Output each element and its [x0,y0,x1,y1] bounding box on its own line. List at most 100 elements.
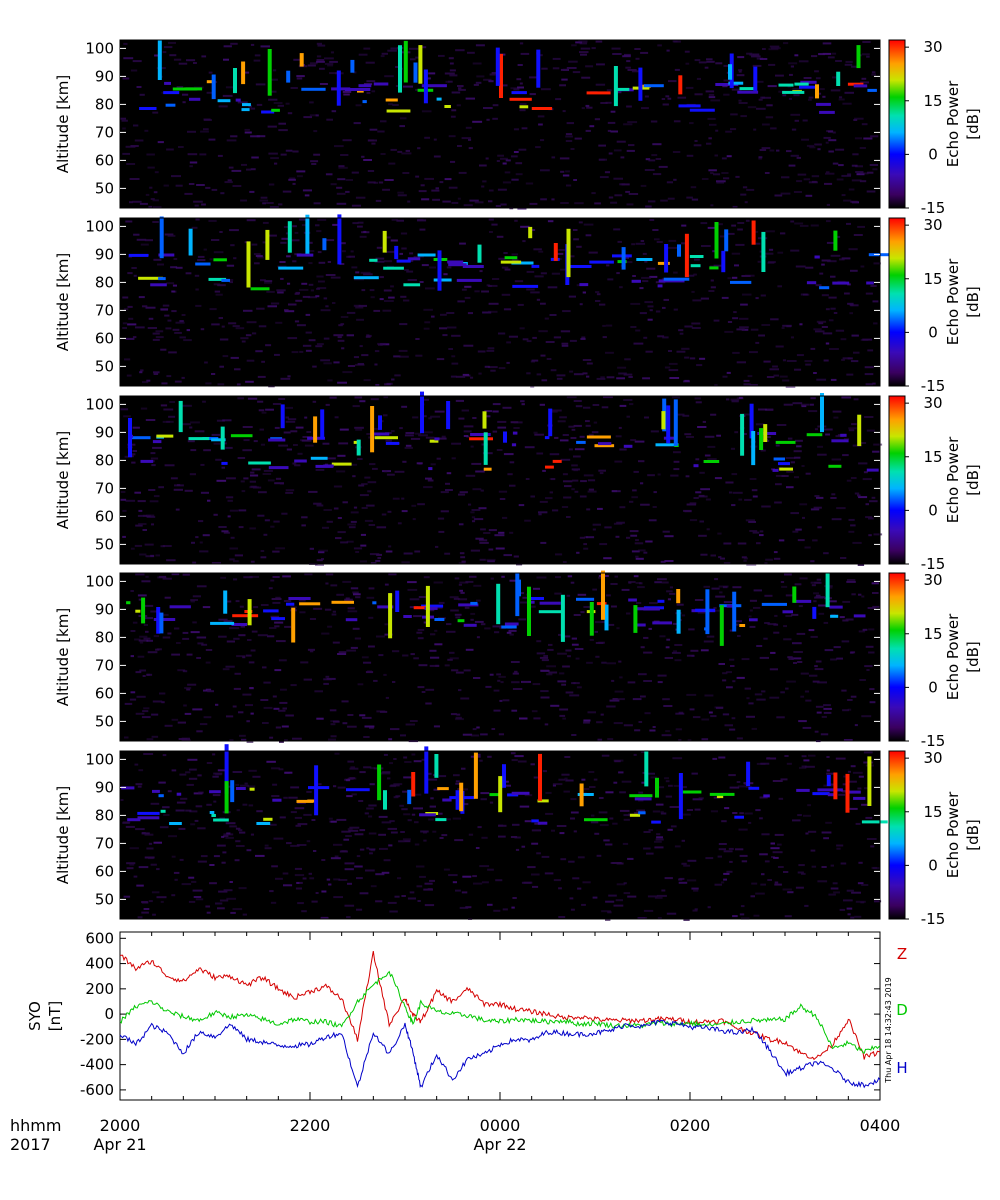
noise-cell [484,410,492,413]
noise-cell [850,304,859,307]
noise-cell [732,680,736,683]
noise-cell [627,121,638,124]
noise-cell [624,53,631,56]
noise-cell [821,326,828,328]
noise-cell [330,51,334,54]
noise-cell [417,219,427,222]
echo-cell [576,440,586,444]
noise-cell [644,95,649,98]
noise-cell [150,610,158,613]
noise-cell [203,118,211,121]
echo-cell [867,88,877,92]
noise-cell [842,619,849,622]
noise-cell [576,551,580,554]
noise-cell [256,135,266,138]
noise-cell [322,442,330,445]
echo-column [446,401,451,430]
noise-cell [330,183,337,186]
noise-cell [151,735,159,738]
noise-cell [401,247,407,250]
echo-cell [176,792,182,796]
noise-cell [616,883,626,886]
noise-cell [759,817,763,820]
noise-cell [359,494,369,497]
noise-cell [465,126,472,129]
noise-cell [268,152,278,155]
noise-cell [605,101,612,104]
noise-cell [269,78,278,81]
noise-cell [605,900,615,903]
noise-cell [871,496,876,499]
noise-cell [480,792,490,795]
noise-cell [758,98,763,101]
noise-cell [718,756,726,759]
echo-column [503,431,507,443]
noise-cell [668,239,677,242]
noise-cell [144,129,149,132]
noise-cell [773,374,779,377]
noise-cell [721,820,727,823]
noise-cell [283,431,291,434]
noise-cell [270,901,277,904]
noise-cell [792,819,801,822]
noise-cell [358,800,364,802]
noise-cell [271,865,278,868]
noise-cell [492,430,498,433]
noise-cell [365,61,375,64]
noise-cell [217,284,226,287]
echo-cell [263,609,279,613]
x-tick-label: 0400 [860,1116,901,1135]
noise-cell [632,489,637,492]
echo-column [411,772,416,797]
noise-cell [839,96,843,99]
heatmap-echoes [121,744,888,825]
noise-cell [542,469,546,472]
noise-cell [489,673,494,676]
noise-cell [353,304,361,307]
echo-cell [617,87,630,91]
noise-cell [432,198,440,201]
noise-cell [208,138,216,141]
noise-cell [559,672,565,675]
noise-cell [460,697,470,700]
noise-cell [598,811,608,814]
noise-cell [463,425,474,428]
noise-cell [842,357,851,360]
noise-cell [337,178,346,181]
noise-cell [848,530,855,533]
noise-cell [245,334,252,337]
noise-cell [232,908,243,911]
noise-cell [302,877,307,880]
echo-cell [164,81,171,85]
echo-cell [236,787,246,790]
noise-cell [626,536,631,539]
echo-column [633,605,638,633]
noise-cell [673,784,680,787]
noise-cell [801,755,807,758]
noise-cell [538,513,542,516]
noise-cell [246,219,256,222]
noise-cell [599,303,606,306]
noise-cell [510,421,519,424]
echo-column [265,229,270,260]
echo-column [740,413,745,456]
noise-cell [468,147,473,150]
noise-cell [472,62,482,65]
noise-cell [686,654,695,657]
noise-cell [759,149,767,151]
noise-cell [643,651,653,654]
noise-cell [588,251,598,254]
noise-cell [697,611,706,614]
noise-cell [544,872,554,875]
noise-cell [433,138,437,141]
noise-cell [616,140,626,143]
noise-cell [273,520,280,523]
noise-cell [825,821,832,824]
noise-cell [434,410,445,413]
noise-cell [359,345,363,348]
noise-cell [752,64,762,67]
noise-cell [652,506,657,508]
noise-cell [196,585,207,588]
noise-cell [131,461,136,464]
